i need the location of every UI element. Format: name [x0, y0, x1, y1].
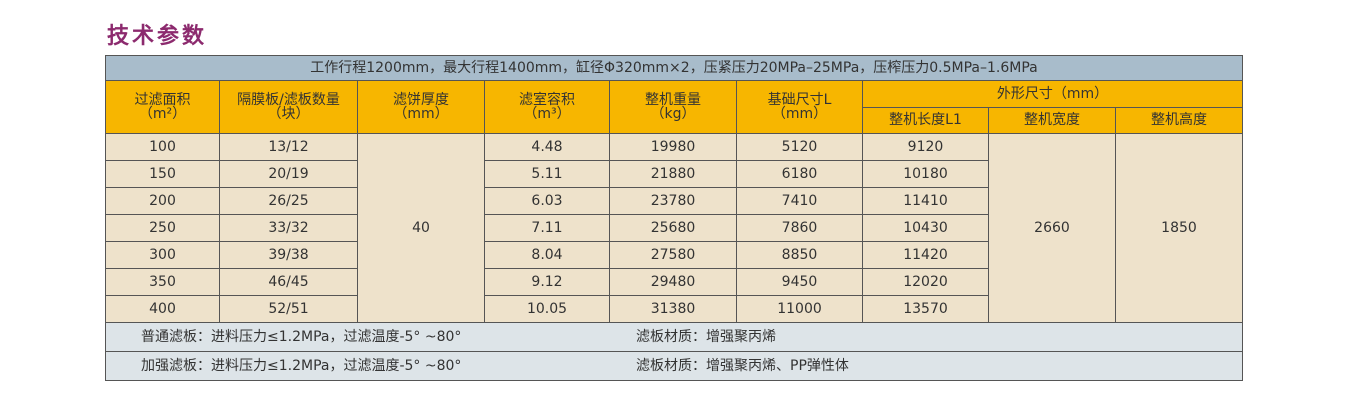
- footer-text: 加强滤板：进料压力≤1.2MPa，过滤温度-5° ~80°: [141, 358, 462, 374]
- cell: 52/51: [219, 295, 358, 323]
- cell: 31380: [609, 295, 737, 323]
- data-row: 400 52/51 10.05 31380 11000 13570: [105, 295, 1243, 323]
- cell: 19980: [609, 133, 737, 161]
- cell: 100: [105, 133, 220, 161]
- cell: 300: [105, 241, 220, 269]
- cell: 6180: [736, 160, 863, 188]
- cell: 11420: [862, 241, 989, 269]
- header-unit: （mm）: [771, 106, 828, 122]
- cell: 7860: [736, 214, 863, 242]
- header-row: 整机长度L1 整机宽度 整机高度: [106, 106, 1243, 134]
- cell: 400: [105, 295, 220, 323]
- cell: 8.04: [484, 241, 610, 269]
- header-cell: 外形尺寸（mm）: [862, 80, 1243, 108]
- cell: 4.48: [484, 133, 610, 161]
- footer-text: 普通滤板：进料压力≤1.2MPa，过滤温度-5° ~80°: [141, 329, 462, 345]
- header-text: 过滤面积: [134, 92, 191, 108]
- header-cell: 过滤面积 （m²）: [105, 80, 220, 134]
- cell: 1850: [1115, 133, 1243, 323]
- cell: 150: [105, 160, 220, 188]
- footer-row: 加强滤板：进料压力≤1.2MPa，过滤温度-5° ~80° 滤板材质：增强聚丙烯、…: [105, 351, 1243, 381]
- spec-table: 工作行程1200mm，最大行程1400mm，缸径Φ320mm×2，压紧压力20M…: [105, 55, 1243, 381]
- cell: 12020: [862, 268, 989, 296]
- header-cell: 隔膜板/滤板数量 （块）: [219, 80, 358, 134]
- cell: 20/19: [219, 160, 358, 188]
- cell: 10430: [862, 214, 989, 242]
- header-unit: （kg）: [650, 106, 696, 122]
- header-row: 过滤面积 （m²） 隔膜板/滤板数量 （块） 滤饼厚度 （mm） 滤室容积 （m³） 整机重量（…: [105, 80, 1243, 134]
- cell: 9450: [736, 268, 863, 296]
- data-row: 350 46/45 9.12 29480 9450 12020: [105, 268, 1243, 296]
- cell: 11410: [862, 187, 989, 215]
- cell: 350: [105, 268, 220, 296]
- cell: 5.11: [484, 160, 610, 188]
- header-unit: （m³）: [523, 106, 571, 122]
- cell: 13570: [862, 295, 989, 323]
- title: 技术参数: [107, 24, 208, 49]
- header-text: 滤室容积: [519, 92, 575, 108]
- footer-text: 滤板材质：增强聚丙烯: [636, 329, 776, 345]
- cell: 33/32: [219, 214, 358, 242]
- header-text: 隔膜板/滤板数量: [237, 92, 340, 108]
- header-cell: 整机高度: [1115, 106, 1243, 134]
- cell: 5120: [736, 133, 863, 161]
- header-cell: 整机宽度: [988, 106, 1116, 134]
- header-cell: 滤饼厚度 （mm）: [357, 80, 485, 134]
- header-text: 基础尺寸L: [767, 92, 832, 108]
- header-text: 滤饼厚度: [393, 92, 449, 108]
- cell: 39/38: [219, 241, 358, 269]
- header-cell: 滤室容积 （m³）: [484, 80, 610, 134]
- cell: 9.12: [484, 268, 610, 296]
- cell: 11000: [736, 295, 863, 323]
- footer-cell: 加强滤板：进料压力≤1.2MPa，过滤温度-5° ~80° 滤板材质：增强聚丙烯、…: [105, 351, 1243, 381]
- cell: 23780: [609, 187, 737, 215]
- cell: 27580: [609, 241, 737, 269]
- footer-cell: 普通滤板：进料压力≤1.2MPa，过滤温度-5° ~80° 滤板材质：增强聚丙烯: [105, 322, 1243, 352]
- cell: 13/12: [219, 133, 358, 161]
- data-row: 200 26/25 6.03 23780 7410 11410: [105, 187, 1243, 215]
- header-unit: （m²）: [138, 106, 187, 122]
- data-row: 250 33/32 7.11 25680 7860 10430: [105, 214, 1243, 242]
- cell: 7410: [736, 187, 863, 215]
- cell: 21880: [609, 160, 737, 188]
- cell: 40: [357, 133, 485, 323]
- cell: 29480: [609, 268, 737, 296]
- header-cell: 整机重量 （kg）: [609, 80, 737, 134]
- footer-row: 普通滤板：进料压力≤1.2MPa，过滤温度-5° ~80° 滤板材质：增强聚丙烯: [105, 322, 1243, 352]
- banner: 工作行程1200mm，最大行程1400mm，缸径Φ320mm×2，压紧压力20M…: [105, 55, 1243, 81]
- footer-text: 滤板材质：增强聚丙烯、PP弹性体: [636, 358, 849, 374]
- header-cell: 基础尺寸L （mm）: [736, 80, 863, 134]
- cell: 6.03: [484, 187, 610, 215]
- cell: 25680: [609, 214, 737, 242]
- cell: 250: [105, 214, 220, 242]
- cell: 26/25: [219, 187, 358, 215]
- data-row: 150 20/19 5.11 21880 6180 10180: [105, 160, 1243, 188]
- header-unit: （块）: [267, 106, 310, 122]
- cell: 9120: [862, 133, 989, 161]
- cell: 8850: [736, 241, 863, 269]
- cell: 46/45: [219, 268, 358, 296]
- cell: 10.05: [484, 295, 610, 323]
- header-cell: 整机长度L1: [862, 106, 989, 134]
- cell: 10180: [862, 160, 989, 188]
- cell: 200: [105, 187, 220, 215]
- cell: 7.11: [484, 214, 610, 242]
- data-row: 100 13/12 40 4.48 19980 5120 9120 2660 1850: [105, 133, 1243, 323]
- data-row: 300 39/38 8.04 27580 8850 11420: [105, 241, 1243, 269]
- header-unit: （mm）: [393, 106, 449, 122]
- cell: 2660: [988, 133, 1116, 323]
- header-text: 整机重量: [645, 92, 701, 108]
